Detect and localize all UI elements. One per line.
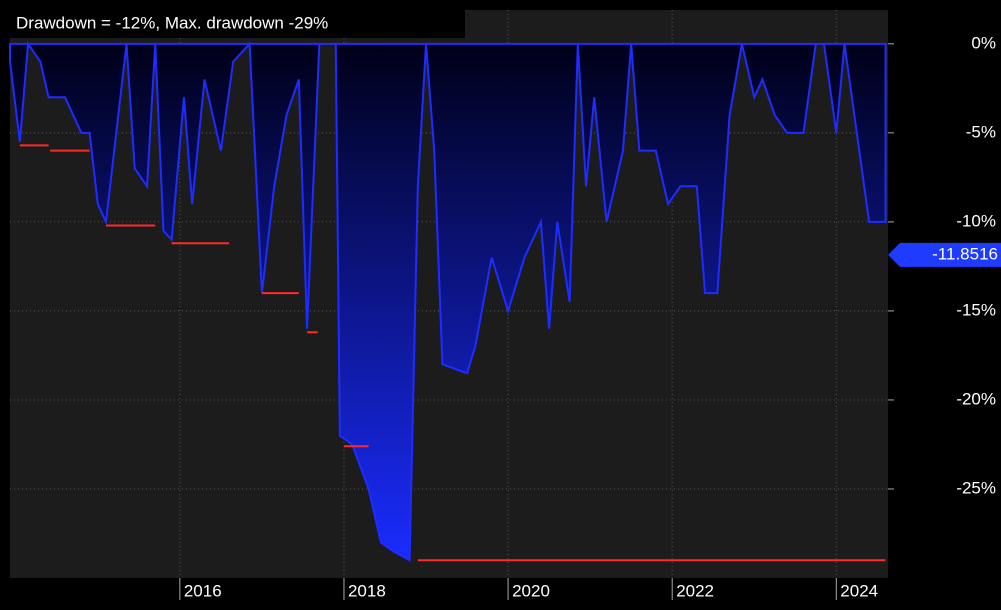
y-tick-label: -15% bbox=[956, 300, 996, 319]
y-tick-label: -20% bbox=[956, 389, 996, 408]
x-tick-label: 2016 bbox=[184, 581, 222, 600]
chart-title: Drawdown = -12%, Max. drawdown -29% bbox=[16, 13, 328, 32]
last-value-label: -11.8516 bbox=[932, 244, 998, 263]
x-tick-label: 2022 bbox=[676, 581, 714, 600]
y-tick-label: 0% bbox=[971, 33, 996, 52]
x-tick-label: 2020 bbox=[512, 581, 550, 600]
title-box bbox=[10, 10, 465, 38]
y-tick-label: -10% bbox=[956, 211, 996, 230]
plot-layer bbox=[9, 10, 888, 578]
y-tick-label: -25% bbox=[956, 478, 996, 497]
last-value-badge bbox=[888, 242, 1001, 267]
drawdown-area bbox=[9, 40, 887, 562]
x-tick-label: 2018 bbox=[348, 581, 386, 600]
max-drawdown-line bbox=[19, 144, 886, 562]
x-tick-label: 2024 bbox=[840, 581, 878, 600]
y-tick-label: -5% bbox=[966, 122, 996, 141]
